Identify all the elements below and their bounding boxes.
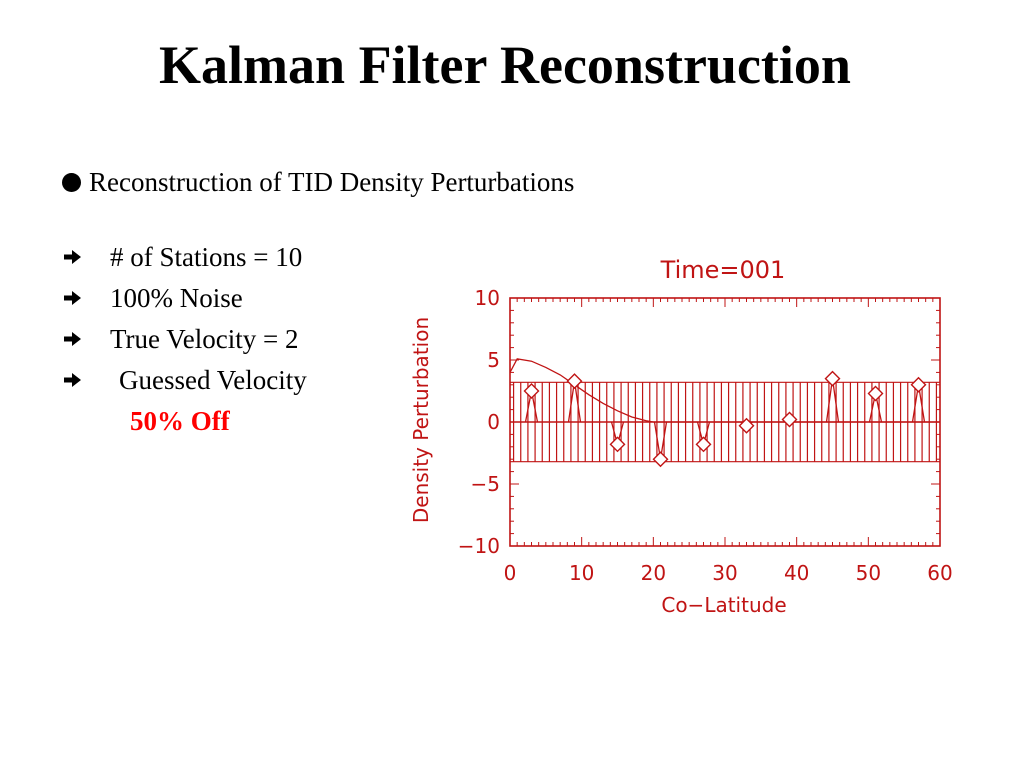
arrow-right-icon [64, 373, 81, 387]
chart-title: Time=001 [660, 256, 786, 284]
sub-bullet-text: Guessed Velocity [119, 365, 307, 395]
x-tick-label: 10 [569, 561, 594, 585]
station-marker [695, 436, 712, 453]
x-tick-label: 50 [856, 561, 881, 585]
density-perturbation-chart: Time=001 Density Perturbation Co−Latitud… [409, 256, 953, 617]
y-tick-label: 5 [487, 348, 500, 372]
bullet-dot-icon [62, 173, 81, 192]
station-marker [910, 376, 927, 393]
arrow-right-icon [64, 291, 81, 305]
main-bullet: Reconstruction of TID Density Perturbati… [62, 165, 574, 199]
y-axis-label: Density Perturbation [409, 317, 433, 523]
x-tick-label: 30 [712, 561, 737, 585]
y-tick-label: −5 [471, 472, 500, 496]
x-tick-label: 60 [927, 561, 952, 585]
station-marker [609, 436, 626, 453]
station-marker [867, 385, 884, 402]
arrow-right-icon [64, 250, 81, 264]
main-bullet-text: Reconstruction of TID Density Perturbati… [89, 167, 575, 197]
y-tick-label: −10 [458, 534, 500, 558]
station-marker [738, 417, 755, 434]
y-tick-label: 0 [487, 410, 500, 434]
x-tick-label: 40 [784, 561, 809, 585]
station-marker [824, 370, 841, 387]
true-perturbation-line [509, 358, 940, 423]
x-axis-label: Co−Latitude [661, 593, 786, 617]
arrow-right-icon [64, 332, 81, 346]
sub-bullet-text: # of Stations = 10 [110, 242, 303, 272]
slide-title: Kalman Filter Reconstruction [159, 35, 851, 95]
station-marker [652, 451, 669, 468]
station-marker [781, 411, 798, 428]
sub-bullet-text: 100% Noise [110, 283, 243, 313]
x-tick-label: 20 [641, 561, 666, 585]
station-marker [566, 373, 583, 390]
velocity-error-highlight: 50% Off [130, 406, 230, 436]
sub-bullet-text: True Velocity = 2 [110, 324, 299, 354]
y-tick-label: 10 [475, 286, 500, 310]
x-tick-label: 0 [504, 561, 517, 585]
station-marker [523, 383, 540, 399]
